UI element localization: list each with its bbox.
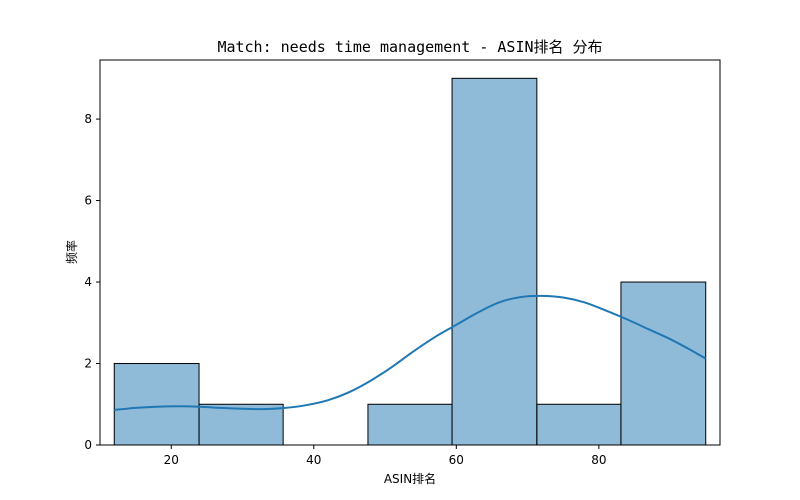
y-axis: 0 2 4 6 8 bbox=[84, 112, 100, 452]
kde-layer bbox=[114, 294, 707, 411]
histogram-bar-4 bbox=[451, 77, 538, 446]
y-tick-label-2: 2 bbox=[84, 357, 92, 371]
y-axis-label: 频率 bbox=[64, 240, 79, 264]
histogram-bar-0 bbox=[113, 363, 200, 446]
chart-title: Match: needs time management - ASIN排名 分布 bbox=[217, 38, 602, 56]
x-tick-label-40: 40 bbox=[306, 453, 321, 467]
histogram-bar-1 bbox=[198, 403, 284, 446]
y-tick-label-4: 4 bbox=[84, 275, 92, 289]
x-tick-label-80: 80 bbox=[591, 453, 606, 467]
bars-layer bbox=[113, 77, 707, 446]
y-tick-label-6: 6 bbox=[84, 194, 92, 208]
x-axis: 20 40 60 80 bbox=[164, 445, 606, 467]
kde-curve bbox=[114, 294, 707, 411]
y-tick-label-0: 0 bbox=[84, 438, 92, 452]
x-axis-label: ASIN排名 bbox=[384, 471, 436, 486]
x-tick-label-20: 20 bbox=[164, 453, 179, 467]
x-tick-label-60: 60 bbox=[449, 453, 464, 467]
histogram-bar-3 bbox=[367, 403, 453, 446]
plot-frame bbox=[99, 59, 721, 446]
histogram-bar-5 bbox=[536, 403, 622, 446]
histogram-bar-6 bbox=[620, 281, 707, 446]
y-tick-label-8: 8 bbox=[84, 112, 92, 126]
